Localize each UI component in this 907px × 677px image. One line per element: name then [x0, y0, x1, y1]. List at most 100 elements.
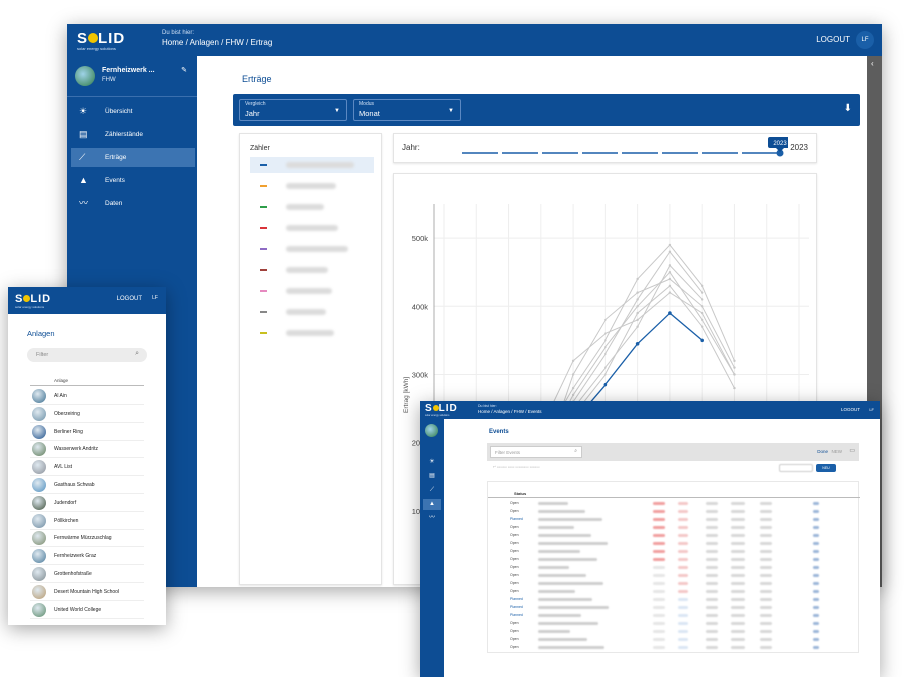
sidebar-item-2[interactable]: ⟋ Erträge	[71, 148, 195, 167]
filter-events-input[interactable]: Filter Events ⌕	[490, 446, 582, 458]
events-window: S LID solar energy solutions Du bist hier…	[420, 401, 880, 677]
site-thumbnail[interactable]	[425, 424, 438, 437]
download-icon[interactable]: ⬇	[843, 103, 852, 114]
redacted-cell	[760, 534, 772, 537]
zaehler-item[interactable]	[250, 283, 374, 299]
sidebar-item-0[interactable]: ☀ Übersicht	[71, 102, 195, 121]
table-row[interactable]: Open	[488, 524, 860, 532]
logout-button[interactable]: LOGOUT	[840, 407, 860, 412]
table-row[interactable]: Open	[488, 540, 860, 548]
sidebar-item-3[interactable]: ▲ Events	[71, 171, 195, 190]
table-row[interactable]: Open	[488, 644, 860, 652]
list-item[interactable]: Judendorf	[30, 494, 144, 512]
table-row[interactable]: Open	[488, 556, 860, 564]
table-row[interactable]: Open	[488, 564, 860, 572]
redacted-cell	[760, 630, 772, 633]
list-item[interactable]: Desert Mountain High School	[30, 583, 144, 601]
new-toggle[interactable]: NEW	[831, 449, 843, 454]
avatar[interactable]: LF	[856, 31, 874, 49]
solid-logo[interactable]: S LID	[15, 293, 52, 305]
list-item[interactable]: Fernheizwerk Graz	[30, 547, 144, 566]
anlagen-filter[interactable]: Filter ⌕	[27, 348, 147, 362]
vergleich-select[interactable]: Vergleich Jahr ▼	[239, 99, 347, 121]
done-toggle[interactable]: Done	[817, 449, 828, 454]
list-item[interactable]: Oberzeiring	[30, 405, 144, 423]
comment-icon[interactable]: ▭	[849, 448, 855, 454]
logout-button[interactable]: LOGOUT	[116, 296, 142, 302]
redacted-cell	[731, 598, 745, 601]
list-item[interactable]: Berliner Ring	[30, 423, 144, 441]
table-row[interactable]: Open	[488, 580, 860, 588]
meter-icon[interactable]: ▤	[429, 473, 435, 479]
sun-icon[interactable]: ☀	[429, 459, 435, 465]
redacted-cell	[538, 542, 608, 545]
zaehler-item[interactable]	[250, 325, 374, 341]
zaehler-item[interactable]	[250, 304, 374, 320]
avatar[interactable]: LF	[152, 295, 158, 301]
redacted-cell	[760, 638, 772, 641]
list-item[interactable]: Fernwärme Mürzzuschlag	[30, 529, 144, 548]
pin-icon[interactable]: ✎	[181, 67, 187, 74]
list-item[interactable]: Wasserwerk Andritz	[30, 440, 144, 459]
logout-button[interactable]: LOGOUT	[816, 35, 850, 44]
table-row[interactable]: Open	[488, 620, 860, 628]
column-header-status[interactable]: Status	[514, 491, 527, 496]
table-row[interactable]: Open	[488, 508, 860, 516]
redacted-cell	[678, 598, 688, 601]
sidebar-item-label: Zählerstände	[105, 131, 143, 138]
list-item[interactable]: Gasthaus Schwab	[30, 476, 144, 494]
warning-icon[interactable]: ▲	[423, 499, 441, 510]
sidebar-item-4[interactable]: 〰 Daten	[71, 194, 195, 213]
year-slider-handle	[776, 149, 784, 157]
data-point	[733, 359, 736, 363]
redacted-cell	[653, 558, 665, 561]
year-slider[interactable]: 2023	[458, 136, 788, 162]
table-row[interactable]: Planned	[488, 612, 860, 620]
list-item[interactable]: United World College	[30, 601, 144, 619]
column-header-anlage[interactable]: Anlage	[54, 378, 69, 383]
table-row[interactable]: Planned	[488, 516, 860, 524]
list-item[interactable]: AVL List	[30, 458, 144, 477]
redacted-cell	[760, 582, 772, 585]
avatar[interactable]: LF	[869, 407, 874, 412]
search-icon[interactable]: ⌕	[574, 448, 577, 454]
solid-logo[interactable]: S LID	[425, 403, 458, 414]
zaehler-item[interactable]	[250, 199, 374, 215]
data-point	[604, 318, 607, 322]
redacted-cell	[760, 518, 772, 521]
anlage-thumbnail	[32, 567, 46, 581]
redacted-cell	[678, 534, 688, 537]
breadcrumb-path[interactable]: Home / Anlagen / FHW / Events	[478, 409, 542, 414]
redacted-cell	[760, 606, 772, 609]
secondary-button[interactable]	[779, 464, 813, 472]
modus-select[interactable]: Modus Monat ▼	[353, 99, 461, 121]
solid-logo[interactable]: S LID	[77, 30, 126, 47]
site-selector[interactable]: Fernheizwerk ... FHW ✎	[75, 64, 193, 92]
chevron-left-icon[interactable]: ‹	[871, 59, 874, 68]
sidebar-item-1[interactable]: ▤ Zählerstände	[71, 125, 195, 144]
table-row[interactable]: Planned	[488, 604, 860, 612]
table-row[interactable]: Open	[488, 500, 860, 508]
table-row[interactable]: Open	[488, 628, 860, 636]
zaehler-item[interactable]	[250, 220, 374, 236]
table-row[interactable]: Planned	[488, 596, 860, 604]
breadcrumb-path[interactable]: Home / Anlagen / FHW / Ertrag	[162, 38, 273, 47]
search-icon[interactable]: ⌕	[135, 350, 139, 357]
table-row[interactable]: Open	[488, 532, 860, 540]
table-row[interactable]: Open	[488, 636, 860, 644]
data-point	[700, 284, 704, 288]
table-row[interactable]: Open	[488, 548, 860, 556]
new-event-button[interactable]: NEU	[816, 464, 836, 472]
list-item[interactable]: Grottenhofstraße	[30, 565, 144, 583]
list-item[interactable]: Al Ain	[30, 387, 144, 405]
zaehler-item[interactable]	[250, 241, 374, 257]
zaehler-item[interactable]	[250, 178, 374, 194]
anlage-thumbnail	[32, 406, 46, 421]
table-row[interactable]: Open	[488, 588, 860, 596]
trend-icon[interactable]: 〰	[428, 515, 435, 521]
zaehler-item[interactable]	[250, 262, 374, 278]
table-row[interactable]: Open	[488, 572, 860, 580]
chart-line-icon[interactable]: ⟋	[429, 487, 435, 493]
list-item[interactable]: Pöllkirchen	[30, 512, 144, 530]
zaehler-item[interactable]	[250, 157, 374, 173]
